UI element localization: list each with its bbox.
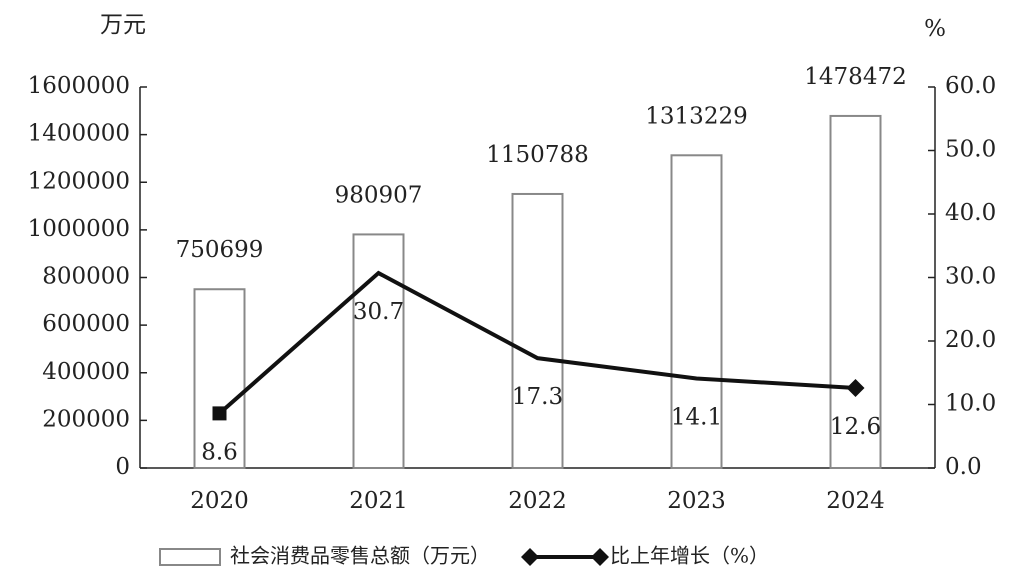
line-value-label: 30.7	[353, 299, 404, 325]
bar-value-label: 980907	[335, 182, 423, 208]
x-tick-label: 2023	[667, 488, 726, 514]
bar	[511, 192, 564, 470]
legend-marker	[521, 548, 539, 566]
y-tick-label: 800000	[42, 264, 130, 290]
y-tick-label: 400000	[42, 359, 130, 385]
line-marker	[212, 406, 227, 421]
y2-tick-label: 60.0	[945, 73, 996, 99]
y-tick-label: 1000000	[28, 216, 130, 242]
y-tick-label: 1600000	[28, 73, 130, 99]
legend-label: 比上年增长（%）	[610, 544, 769, 568]
y-tick-label: 600000	[42, 311, 130, 337]
y2-tick-label: 30.0	[945, 264, 996, 290]
y2-tick-label: 50.0	[945, 137, 996, 163]
bar-value-label: 1313229	[645, 103, 747, 129]
legend-label: 社会消费品零售总额（万元）	[230, 544, 490, 568]
line-value-label: 17.3	[512, 384, 563, 410]
y-tick-label: 1400000	[28, 121, 130, 147]
y2-tick-label: 20.0	[945, 327, 996, 353]
x-tick-label: 2021	[349, 488, 408, 514]
x-tick-label: 2022	[508, 488, 567, 514]
y2-axis-label: %	[924, 16, 946, 42]
bar-value-label: 1150788	[486, 142, 588, 168]
line-value-label: 14.1	[671, 404, 722, 430]
y2-tick-label: 10.0	[945, 391, 996, 417]
bar	[670, 154, 723, 469]
x-tick-label: 2020	[190, 488, 249, 514]
legend-swatch	[159, 548, 221, 566]
y2-tick-label: 40.0	[945, 200, 996, 226]
y-tick-label: 1200000	[28, 168, 130, 194]
line	[218, 270, 856, 415]
bar	[829, 114, 882, 470]
legend-marker	[591, 548, 609, 566]
bar-value-label: 1478472	[804, 64, 906, 90]
y-axis-label: 万元	[100, 12, 146, 38]
line-value-label: 12.6	[830, 414, 881, 440]
y-tick-label: 200000	[42, 406, 130, 432]
y2-tick-label: 0.0	[945, 454, 982, 480]
x-tick-label: 2024	[826, 488, 885, 514]
bar	[352, 233, 405, 469]
y-tick-label: 0	[115, 454, 130, 480]
bar	[193, 288, 246, 469]
bar-value-label: 750699	[176, 237, 264, 263]
line-value-label: 8.6	[201, 439, 238, 465]
line-marker	[846, 378, 865, 397]
